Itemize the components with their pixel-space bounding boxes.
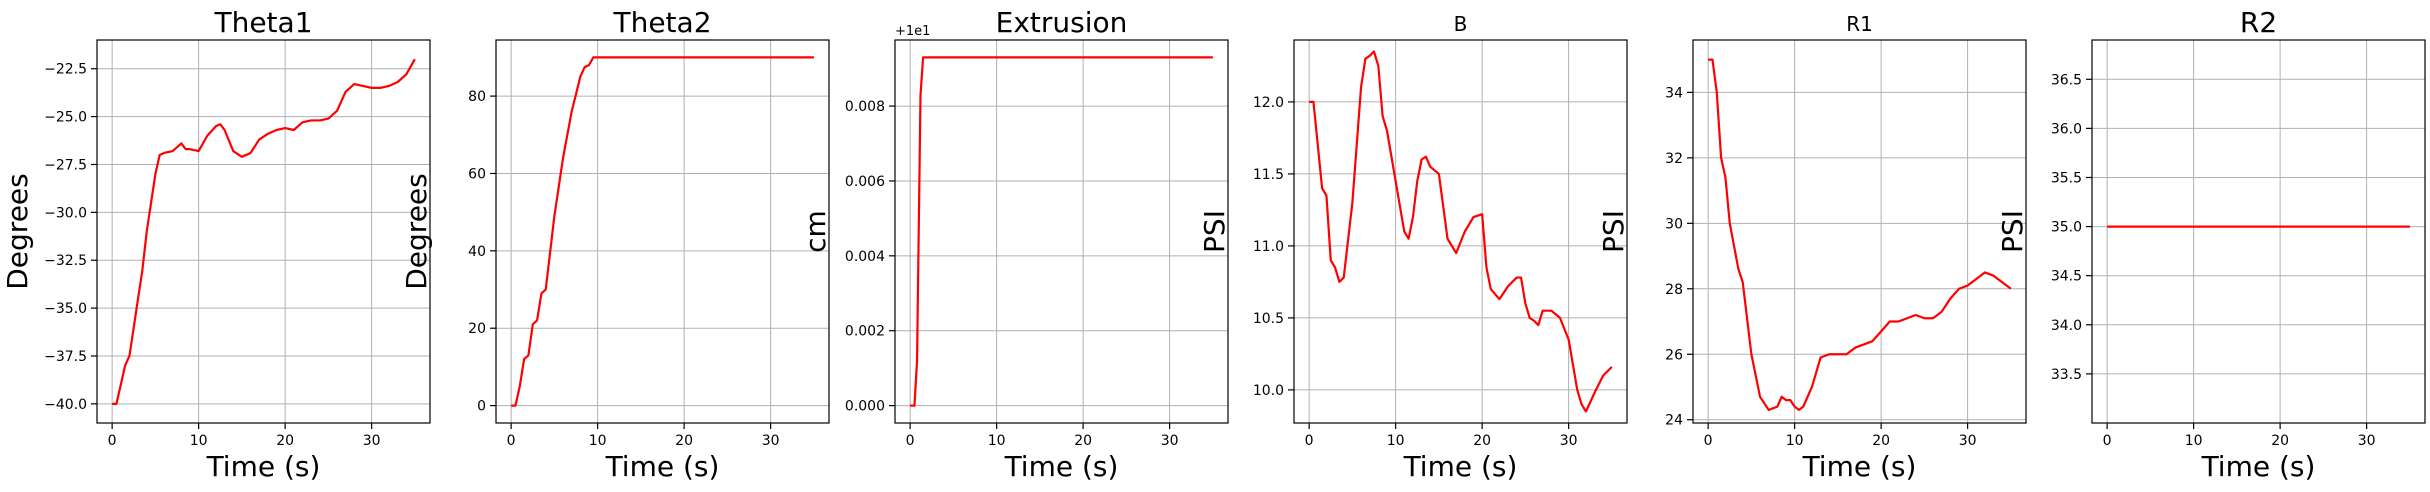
y-tick-label: −32.5 <box>44 253 87 269</box>
x-axis-label: Time (s) <box>1004 450 1119 483</box>
chart-title: R2 <box>2240 6 2277 39</box>
axes-frame <box>1692 39 2027 424</box>
y-axis-label: Degrees <box>1 173 34 290</box>
y-tick-label: 32 <box>1665 151 1683 167</box>
x-tick-label: 20 <box>1872 433 1890 449</box>
x-tick-label: 20 <box>276 433 294 449</box>
y-tick-label: 0.006 <box>845 174 885 190</box>
chart-title: Theta1 <box>213 6 312 39</box>
axes-frame <box>495 39 830 424</box>
x-tick-label: 30 <box>1959 433 1977 449</box>
y-tick-label: 20 <box>468 321 486 337</box>
y-axis-label: cm <box>799 210 832 253</box>
x-axis-label: Time (s) <box>605 450 720 483</box>
x-tick-label: 0 <box>906 433 915 449</box>
x-tick-label: 20 <box>2271 433 2289 449</box>
y-tick-label: 0.002 <box>845 324 885 340</box>
y-tick-label: 28 <box>1665 282 1683 298</box>
axes-frame <box>1293 39 1628 424</box>
y-tick-label: 33.5 <box>2051 367 2082 383</box>
y-tick-label: −22.5 <box>44 62 87 78</box>
x-tick-label: 10 <box>988 433 1006 449</box>
y-tick-label: −30.0 <box>44 205 87 221</box>
x-axis-label: Time (s) <box>206 450 321 483</box>
y-tick-label: 0.004 <box>845 249 885 265</box>
x-tick-label: 20 <box>1473 433 1491 449</box>
y-tick-label: 10.5 <box>1253 311 1284 327</box>
y-tick-label: 11.0 <box>1253 239 1284 255</box>
x-tick-label: 0 <box>2103 433 2112 449</box>
chart-panel-6: 0 10 20 30 33.5 34.0 34.5 35.0 35.5 36.0 36.5 R2 Tim… <box>1996 6 2426 483</box>
y-tick-label: 26 <box>1665 347 1683 363</box>
y-tick-label: 35.5 <box>2051 170 2082 186</box>
y-axis-label: PSI <box>1198 210 1231 253</box>
y-tick-label: 0 <box>477 399 486 415</box>
chart-title: Extrusion <box>996 6 1128 39</box>
axes-frame <box>96 39 431 424</box>
y-tick-label: 34 <box>1665 85 1683 101</box>
chart-panel-3: 0 10 20 30 0.000 0.002 0.004 0.006 0.008 +1e1 Extr… <box>799 6 1229 483</box>
x-axis-label: Time (s) <box>1802 450 1917 483</box>
y-tick-label: −25.0 <box>44 110 87 126</box>
x-tick-label: 20 <box>675 433 693 449</box>
series-line-1 <box>511 56 814 407</box>
x-tick-label: 30 <box>2358 433 2376 449</box>
chart-panel-4: 0 10 20 30 10.0 10.5 11.0 11.5 12.0 B Time (s) PSI <box>1198 12 1628 483</box>
y-tick-label: 40 <box>468 244 486 260</box>
y-tick-label: 34.5 <box>2051 269 2082 285</box>
chart-title: B <box>1454 12 1468 36</box>
series-line-1 <box>112 58 416 405</box>
y-tick-label: 60 <box>468 166 486 182</box>
x-tick-label: 0 <box>1704 433 1713 449</box>
chart-panel-2: 0 10 20 30 0 20 40 60 80 Theta2 Time (s) Degrees <box>400 6 830 483</box>
y-tick-label: −40.0 <box>44 397 87 413</box>
y-tick-label: 24 <box>1665 413 1683 429</box>
x-tick-label: 10 <box>589 433 607 449</box>
chart-title: Theta2 <box>612 6 711 39</box>
chart-panel-5: 0 10 20 30 24 26 28 30 32 34 R1 Time (s) PSI <box>1597 12 2027 483</box>
x-tick-label: 30 <box>1560 433 1578 449</box>
series-line-1 <box>1309 50 1613 413</box>
y-tick-label: 30 <box>1665 216 1683 232</box>
y-axis-label: PSI <box>1996 210 2029 253</box>
series-line-1 <box>1708 58 2012 412</box>
x-axis-label: Time (s) <box>1403 450 1518 483</box>
y-tick-label: 80 <box>468 89 486 105</box>
y-tick-label: 34.0 <box>2051 318 2082 334</box>
series-line-1 <box>910 56 1213 407</box>
axis-offset-text: +1e1 <box>895 24 930 39</box>
y-tick-label: −27.5 <box>44 157 87 173</box>
y-tick-label: −35.0 <box>44 301 87 317</box>
y-axis-label: PSI <box>1597 210 1630 253</box>
y-tick-label: 0.000 <box>845 399 885 415</box>
x-tick-label: 10 <box>1387 433 1405 449</box>
y-tick-label: 0.008 <box>845 99 885 115</box>
x-tick-label: 30 <box>1161 433 1179 449</box>
x-tick-label: 0 <box>108 433 117 449</box>
x-tick-label: 10 <box>2185 433 2203 449</box>
chart-title: R1 <box>1846 12 1873 36</box>
x-tick-label: 0 <box>1305 433 1314 449</box>
y-tick-label: 35.0 <box>2051 220 2082 236</box>
chart-panel-1: 0 10 20 30 −40.0 −37.5 −35.0 −32.5 −30.0 −27.5 −25… <box>1 6 431 483</box>
x-tick-label: 10 <box>1786 433 1804 449</box>
x-axis-label: Time (s) <box>2201 450 2316 483</box>
x-tick-label: 10 <box>190 433 208 449</box>
axes-frame <box>894 39 1229 424</box>
x-tick-label: 30 <box>363 433 381 449</box>
x-tick-label: 0 <box>507 433 516 449</box>
y-tick-label: 11.5 <box>1253 167 1284 183</box>
y-tick-label: 36.0 <box>2051 121 2082 137</box>
x-tick-label: 30 <box>762 433 780 449</box>
y-tick-label: 36.5 <box>2051 72 2082 88</box>
y-axis-label: Degrees <box>400 173 433 290</box>
y-tick-label: −37.5 <box>44 349 87 365</box>
x-tick-label: 20 <box>1074 433 1092 449</box>
y-tick-label: 10.0 <box>1253 383 1284 399</box>
axes-frame <box>2091 39 2426 424</box>
y-tick-label: 12.0 <box>1253 95 1284 111</box>
